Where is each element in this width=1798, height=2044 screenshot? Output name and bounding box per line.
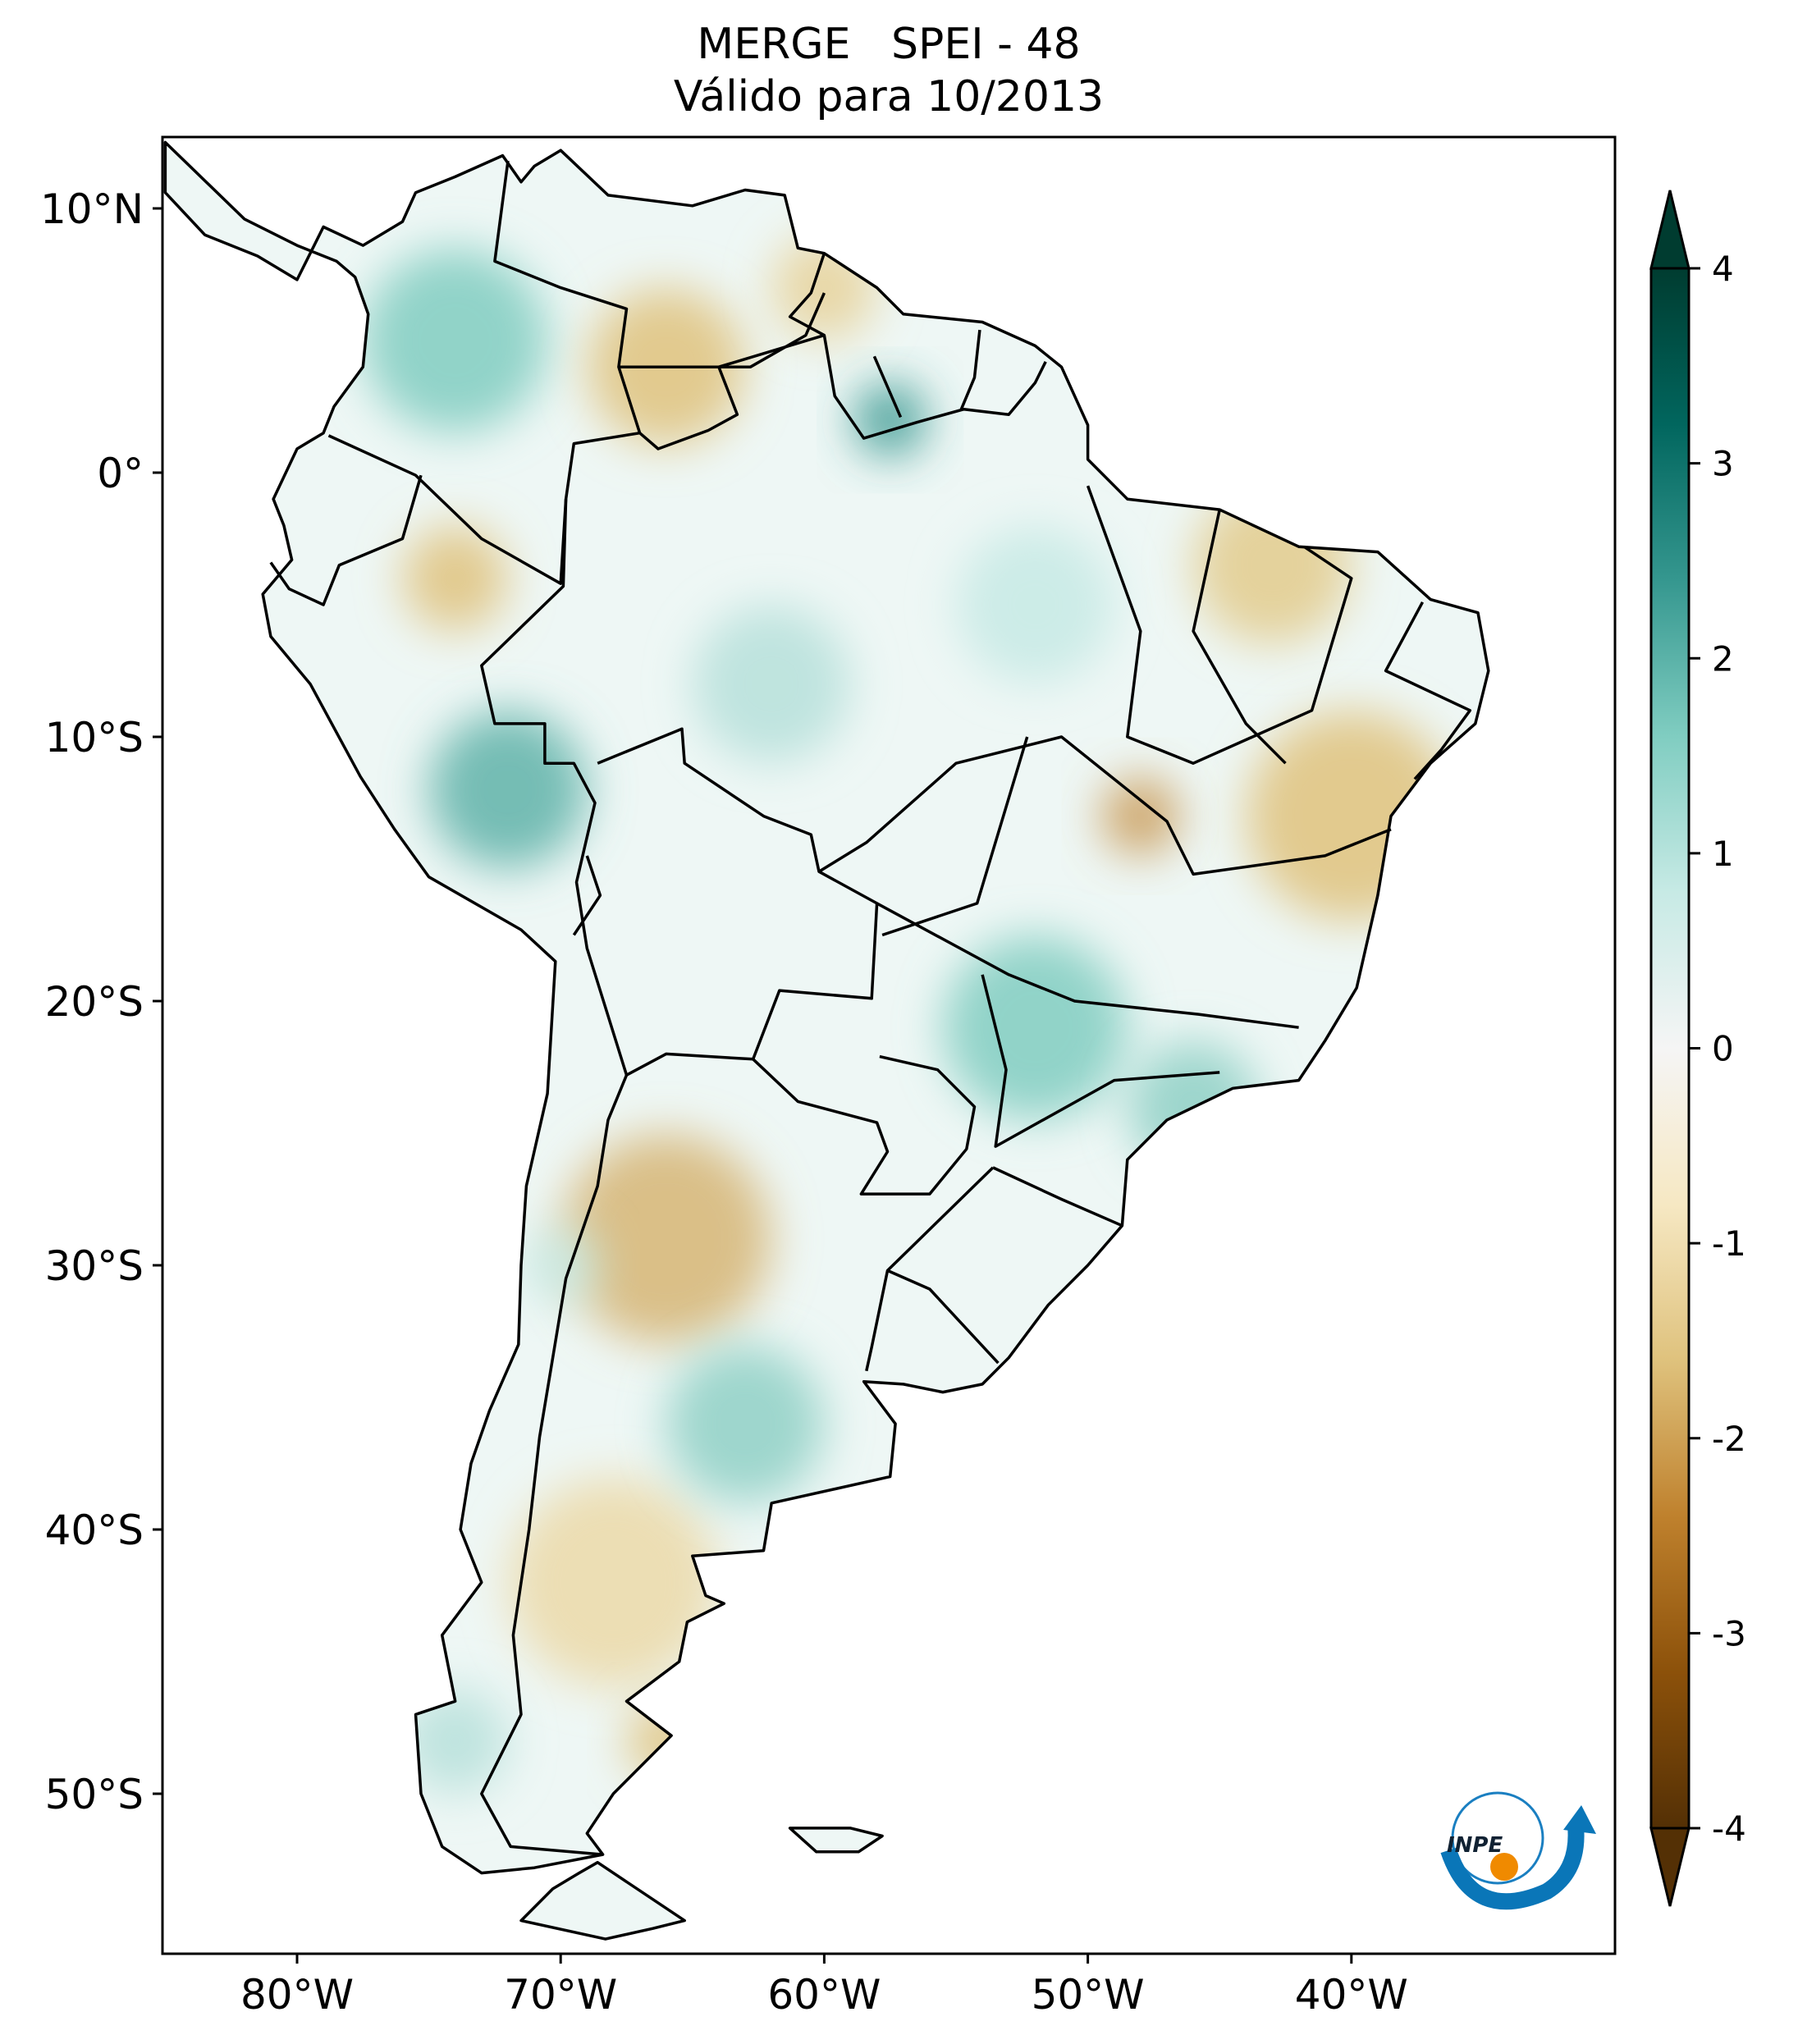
border-line (480, 1074, 629, 1856)
border-line (572, 855, 602, 936)
colorbar-tick-label: 3 (1712, 444, 1734, 484)
border-line (269, 474, 423, 606)
border-line (959, 329, 981, 410)
border-line (788, 253, 1047, 440)
colorbar-gradient (1651, 268, 1689, 1828)
border-line (1384, 601, 1472, 780)
spei-anomaly-patch (402, 525, 508, 631)
lat-tick-label: 20°S (45, 978, 144, 1026)
border-line (818, 735, 1392, 876)
spei-anomaly-patch (943, 935, 1128, 1120)
border-line (876, 902, 1299, 1029)
spei-anomaly-patch (508, 1477, 719, 1688)
border-line (1086, 485, 1353, 765)
spei-anomaly-patch (363, 249, 547, 432)
colorbar-tick-label: 1 (1712, 834, 1734, 874)
lat-tick-label: 10°N (40, 185, 144, 233)
spei-anomaly-patch (428, 711, 587, 869)
lat-tick-label: 10°S (45, 714, 144, 761)
latitude-axis: 10°N 0° 10°S 20°S 30°S 40°S 50°S (40, 185, 162, 1818)
spei-anomaly-patch (771, 235, 877, 341)
longitude-axis: 80°W 70°W 60°W 50°W 40°W (240, 1954, 1408, 2019)
border-line (981, 974, 1220, 1148)
spei-anomaly-patch (853, 382, 927, 457)
colorbar-tick-label: -3 (1712, 1613, 1746, 1653)
spei-anomaly-patch (693, 605, 851, 763)
colorbar-tick-label: 0 (1712, 1029, 1734, 1069)
lat-tick-label: 50°S (45, 1771, 144, 1818)
spei-anomaly-patch (560, 1133, 771, 1344)
spei-anomaly-patch (666, 1345, 825, 1503)
title-line-2: Válido para 10/2013 (673, 72, 1105, 121)
coastline (519, 1860, 686, 1941)
border-line (327, 160, 642, 585)
spei-field (165, 142, 1489, 1940)
colorbar-tick-label: -2 (1712, 1419, 1746, 1459)
lon-tick-label: 70°W (504, 1971, 617, 2019)
lon-tick-label: 60°W (767, 1971, 881, 2019)
coastline (788, 1827, 884, 1854)
border-line (1192, 509, 1287, 765)
lat-tick-label: 40°S (45, 1507, 144, 1554)
map-frame (161, 135, 1617, 1955)
border-line (618, 292, 826, 368)
inpe-logo: INPE (1440, 1791, 1596, 1910)
lon-tick-label: 80°W (240, 1971, 354, 2019)
border-line (480, 499, 879, 1077)
colorbar-tick-label: 4 (1712, 249, 1734, 289)
spei-anomaly-patch (1246, 711, 1457, 921)
spei-anomaly-patch (956, 526, 1114, 684)
border-line (992, 1166, 1123, 1228)
colorbar-tick-label: 2 (1712, 638, 1734, 679)
coastline (163, 140, 1490, 1875)
border-line (872, 355, 903, 418)
colorbar-tick-label: -4 (1712, 1809, 1746, 1849)
spei-anomaly-patch (402, 1688, 508, 1794)
border-line (752, 1054, 977, 1196)
title-line-1: MERGE SPEI - 48 (697, 20, 1081, 69)
border-line (865, 1166, 995, 1372)
spei-anomaly-patch (1100, 776, 1180, 856)
coastlines (163, 140, 1490, 1941)
border-line (886, 1269, 1000, 1365)
spei-anomaly-patch (521, 1226, 601, 1305)
border-line (881, 736, 1029, 937)
lat-tick-label: 0° (97, 450, 144, 497)
country-borders (269, 160, 1472, 1856)
border-line (638, 333, 825, 450)
colorbar-tick-label: -1 (1712, 1223, 1746, 1264)
lon-tick-label: 40°W (1295, 1971, 1408, 2019)
colorbar: 4 3 2 1 0 -1 -2 -3 -4 (1649, 190, 1746, 1907)
lat-tick-label: 30°S (45, 1242, 144, 1290)
logo-text: INPE (1447, 1833, 1503, 1858)
lon-tick-label: 50°W (1032, 1971, 1145, 2019)
